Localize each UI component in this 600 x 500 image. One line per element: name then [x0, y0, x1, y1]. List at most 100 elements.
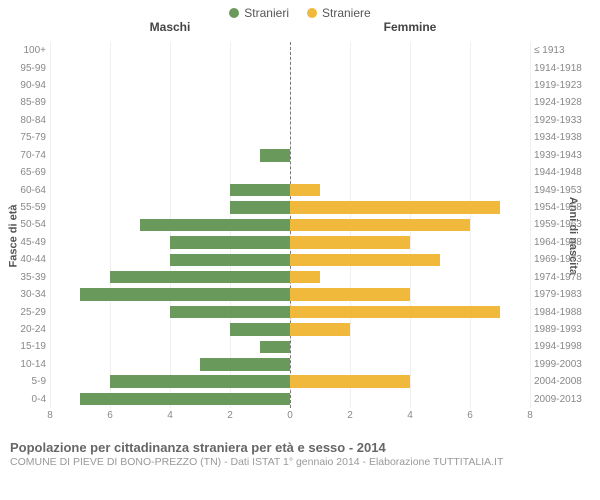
age-label: 10-14: [0, 359, 46, 370]
birth-label: 1974-1978: [534, 272, 600, 283]
age-label: 45-49: [0, 237, 46, 248]
bar-female: [290, 375, 410, 388]
age-row: 95-991914-1918: [50, 59, 530, 76]
birth-label: 2009-2013: [534, 394, 600, 405]
age-label: 15-19: [0, 341, 46, 352]
birth-label: 1964-1968: [534, 237, 600, 248]
age-row: 90-941919-1923: [50, 77, 530, 94]
legend-item-female: Straniere: [307, 6, 371, 20]
age-row: 65-691944-1948: [50, 164, 530, 181]
age-row: 85-891924-1928: [50, 94, 530, 111]
age-row: 40-441969-1973: [50, 251, 530, 268]
age-row: 50-541959-1963: [50, 216, 530, 233]
column-headers: Maschi Femmine: [0, 20, 600, 34]
x-tick: 8: [47, 410, 53, 421]
bar-female: [290, 201, 500, 214]
birth-label: 1939-1943: [534, 150, 600, 161]
bar-male: [200, 358, 290, 371]
age-row: 30-341979-1983: [50, 286, 530, 303]
footer-subtitle: COMUNE DI PIEVE DI BONO-PREZZO (TN) - Da…: [10, 456, 590, 468]
birth-label: 1989-1993: [534, 324, 600, 335]
x-tick: 6: [107, 410, 113, 421]
bar-female: [290, 323, 350, 336]
x-tick: 6: [467, 410, 473, 421]
age-label: 50-54: [0, 219, 46, 230]
bar-female: [290, 219, 470, 232]
swatch-male: [229, 8, 239, 18]
birth-label: 1949-1953: [534, 185, 600, 196]
bar-male: [230, 201, 290, 214]
age-row: 45-491964-1968: [50, 234, 530, 251]
bar-female: [290, 306, 500, 319]
age-row: 70-741939-1943: [50, 147, 530, 164]
legend: Stranieri Straniere: [0, 0, 600, 20]
age-row: 5-92004-2008: [50, 373, 530, 390]
age-label: 95-99: [0, 63, 46, 74]
birth-label: 1914-1918: [534, 63, 600, 74]
bar-female: [290, 271, 320, 284]
x-tick: 8: [527, 410, 533, 421]
bar-male: [170, 236, 290, 249]
x-tick: 4: [167, 410, 173, 421]
bar-male: [110, 271, 290, 284]
header-right: Femmine: [290, 20, 530, 34]
header-left: Maschi: [50, 20, 290, 34]
x-tick: 0: [287, 410, 293, 421]
age-label: 20-24: [0, 324, 46, 335]
age-row: 25-291984-1988: [50, 303, 530, 320]
bar-female: [290, 254, 440, 267]
age-row: 10-141999-2003: [50, 356, 530, 373]
footer-title: Popolazione per cittadinanza straniera p…: [10, 440, 590, 455]
age-label: 25-29: [0, 307, 46, 318]
age-label: 5-9: [0, 376, 46, 387]
birth-label: 1994-1998: [534, 341, 600, 352]
age-label: 0-4: [0, 394, 46, 405]
birth-label: 1984-1988: [534, 307, 600, 318]
birth-label: 1924-1928: [534, 97, 600, 108]
x-tick: 4: [407, 410, 413, 421]
age-label: 65-69: [0, 167, 46, 178]
x-tick: 2: [227, 410, 233, 421]
chart-footer: Popolazione per cittadinanza straniera p…: [0, 440, 600, 470]
age-row: 0-42009-2013: [50, 390, 530, 407]
population-pyramid: Maschi Femmine Fasce di età Anni di nasc…: [0, 20, 600, 440]
bar-rows: 100+≤ 191395-991914-191890-941919-192385…: [50, 42, 530, 408]
bar-male: [230, 184, 290, 197]
age-label: 30-34: [0, 289, 46, 300]
birth-label: 1969-1973: [534, 254, 600, 265]
age-row: 100+≤ 1913: [50, 42, 530, 59]
age-label: 40-44: [0, 254, 46, 265]
age-row: 35-391974-1978: [50, 268, 530, 285]
bar-female: [290, 184, 320, 197]
birth-label: 1959-1963: [534, 219, 600, 230]
bar-male: [170, 254, 290, 267]
bar-male: [230, 323, 290, 336]
age-label: 70-74: [0, 150, 46, 161]
birth-label: 1979-1983: [534, 289, 600, 300]
birth-label: 1929-1933: [534, 115, 600, 126]
age-label: 75-79: [0, 132, 46, 143]
birth-label: 1954-1958: [534, 202, 600, 213]
age-label: 60-64: [0, 185, 46, 196]
age-label: 35-39: [0, 272, 46, 283]
bar-male: [260, 341, 290, 354]
legend-label-female: Straniere: [322, 6, 371, 20]
birth-label: ≤ 1913: [534, 45, 600, 56]
age-label: 85-89: [0, 97, 46, 108]
age-row: 60-641949-1953: [50, 181, 530, 198]
age-row: 15-191994-1998: [50, 338, 530, 355]
legend-label-male: Stranieri: [244, 6, 289, 20]
x-tick: 2: [347, 410, 353, 421]
bar-male: [170, 306, 290, 319]
legend-item-male: Stranieri: [229, 6, 289, 20]
birth-label: 1944-1948: [534, 167, 600, 178]
x-axis: 8 6 4 2 0 2 4 6 8: [50, 410, 530, 428]
age-label: 80-84: [0, 115, 46, 126]
age-label: 100+: [0, 45, 46, 56]
age-label: 55-59: [0, 202, 46, 213]
birth-label: 1934-1938: [534, 132, 600, 143]
bar-female: [290, 288, 410, 301]
gridline: [530, 42, 531, 408]
bar-male: [140, 219, 290, 232]
age-row: 80-841929-1933: [50, 112, 530, 129]
